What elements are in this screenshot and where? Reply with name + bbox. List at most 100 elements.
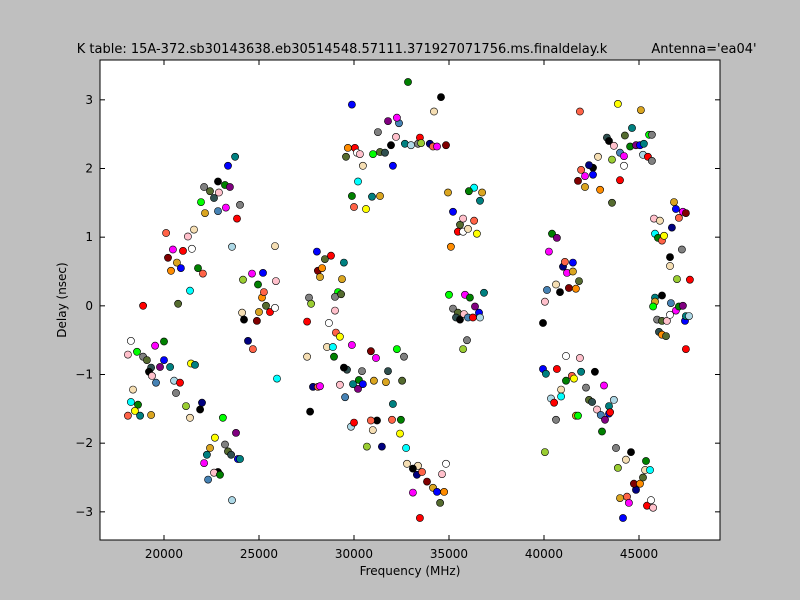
data-point bbox=[271, 242, 279, 250]
data-point bbox=[388, 400, 397, 408]
data-point bbox=[442, 459, 450, 468]
data-point bbox=[572, 284, 580, 293]
x-tick-label: 30000 bbox=[335, 547, 373, 561]
data-point bbox=[160, 337, 168, 346]
data-point bbox=[678, 245, 686, 254]
data-point bbox=[619, 514, 627, 522]
data-point bbox=[557, 385, 565, 394]
data-point bbox=[581, 183, 589, 191]
data-point bbox=[358, 367, 366, 375]
data-point bbox=[433, 487, 441, 496]
data-point bbox=[446, 242, 455, 251]
data-point bbox=[343, 143, 352, 152]
data-point bbox=[398, 376, 406, 385]
data-point bbox=[224, 161, 232, 170]
data-point bbox=[648, 130, 656, 139]
data-point bbox=[577, 367, 585, 376]
data-point bbox=[369, 150, 377, 158]
data-point bbox=[679, 301, 687, 310]
data-point bbox=[562, 376, 570, 385]
data-point bbox=[430, 107, 438, 116]
data-point bbox=[318, 264, 326, 272]
data-point bbox=[666, 253, 674, 261]
data-point bbox=[227, 450, 235, 459]
data-point bbox=[259, 288, 268, 296]
data-point bbox=[601, 415, 609, 424]
data-point bbox=[418, 468, 426, 476]
data-point bbox=[236, 200, 244, 209]
data-point bbox=[415, 514, 424, 522]
data-point bbox=[480, 288, 488, 297]
data-point bbox=[271, 303, 279, 312]
data-point bbox=[355, 150, 364, 158]
data-points bbox=[124, 78, 694, 522]
y-tick-label: −1 bbox=[75, 368, 93, 382]
data-point bbox=[465, 293, 474, 302]
data-point bbox=[436, 498, 444, 507]
data-point bbox=[166, 363, 174, 371]
data-point bbox=[622, 455, 630, 464]
data-point bbox=[575, 277, 583, 285]
data-point bbox=[136, 411, 144, 420]
data-point bbox=[172, 389, 180, 397]
data-point bbox=[442, 141, 450, 150]
data-point bbox=[191, 360, 199, 369]
data-point bbox=[478, 188, 486, 197]
data-point bbox=[557, 392, 565, 401]
data-point bbox=[545, 247, 553, 256]
data-point bbox=[423, 477, 431, 486]
data-point bbox=[589, 170, 597, 179]
data-point bbox=[214, 177, 222, 186]
data-point bbox=[402, 444, 410, 452]
data-point bbox=[347, 341, 356, 349]
data-point bbox=[570, 374, 578, 383]
data-point bbox=[459, 214, 467, 223]
data-point bbox=[463, 336, 471, 345]
data-point bbox=[190, 225, 198, 234]
data-point bbox=[642, 457, 650, 465]
data-point bbox=[377, 442, 386, 451]
data-point bbox=[126, 336, 135, 345]
data-point bbox=[162, 229, 170, 237]
data-point bbox=[670, 198, 678, 206]
data-point bbox=[588, 398, 596, 406]
data-point bbox=[472, 229, 481, 238]
x-tick-label: 35000 bbox=[430, 547, 468, 561]
data-point bbox=[126, 398, 135, 406]
data-point bbox=[239, 275, 247, 284]
data-point bbox=[667, 299, 675, 307]
data-point bbox=[139, 301, 147, 310]
data-point bbox=[660, 231, 668, 240]
data-point bbox=[341, 393, 349, 402]
data-point bbox=[142, 356, 151, 364]
data-point bbox=[186, 286, 194, 295]
data-point bbox=[160, 356, 168, 364]
data-point bbox=[608, 198, 616, 207]
data-point bbox=[384, 117, 392, 125]
data-point bbox=[255, 308, 263, 316]
data-point bbox=[574, 176, 582, 185]
data-point bbox=[673, 275, 681, 283]
data-point bbox=[577, 165, 585, 174]
data-point bbox=[176, 378, 184, 387]
data-point bbox=[569, 267, 577, 276]
data-point bbox=[388, 415, 396, 424]
data-point bbox=[172, 258, 181, 267]
data-point bbox=[612, 444, 620, 452]
data-point bbox=[373, 128, 382, 136]
data-point bbox=[254, 280, 262, 289]
data-point bbox=[130, 406, 139, 415]
data-point bbox=[204, 475, 212, 484]
data-point bbox=[214, 207, 222, 215]
data-point bbox=[306, 407, 314, 416]
data-point bbox=[271, 277, 280, 285]
data-point bbox=[354, 384, 362, 393]
data-point bbox=[396, 415, 405, 424]
data-point bbox=[686, 275, 694, 284]
data-point bbox=[369, 376, 378, 385]
data-point bbox=[407, 141, 415, 150]
data-point bbox=[350, 203, 358, 211]
data-point bbox=[347, 192, 356, 200]
data-point bbox=[672, 205, 680, 213]
